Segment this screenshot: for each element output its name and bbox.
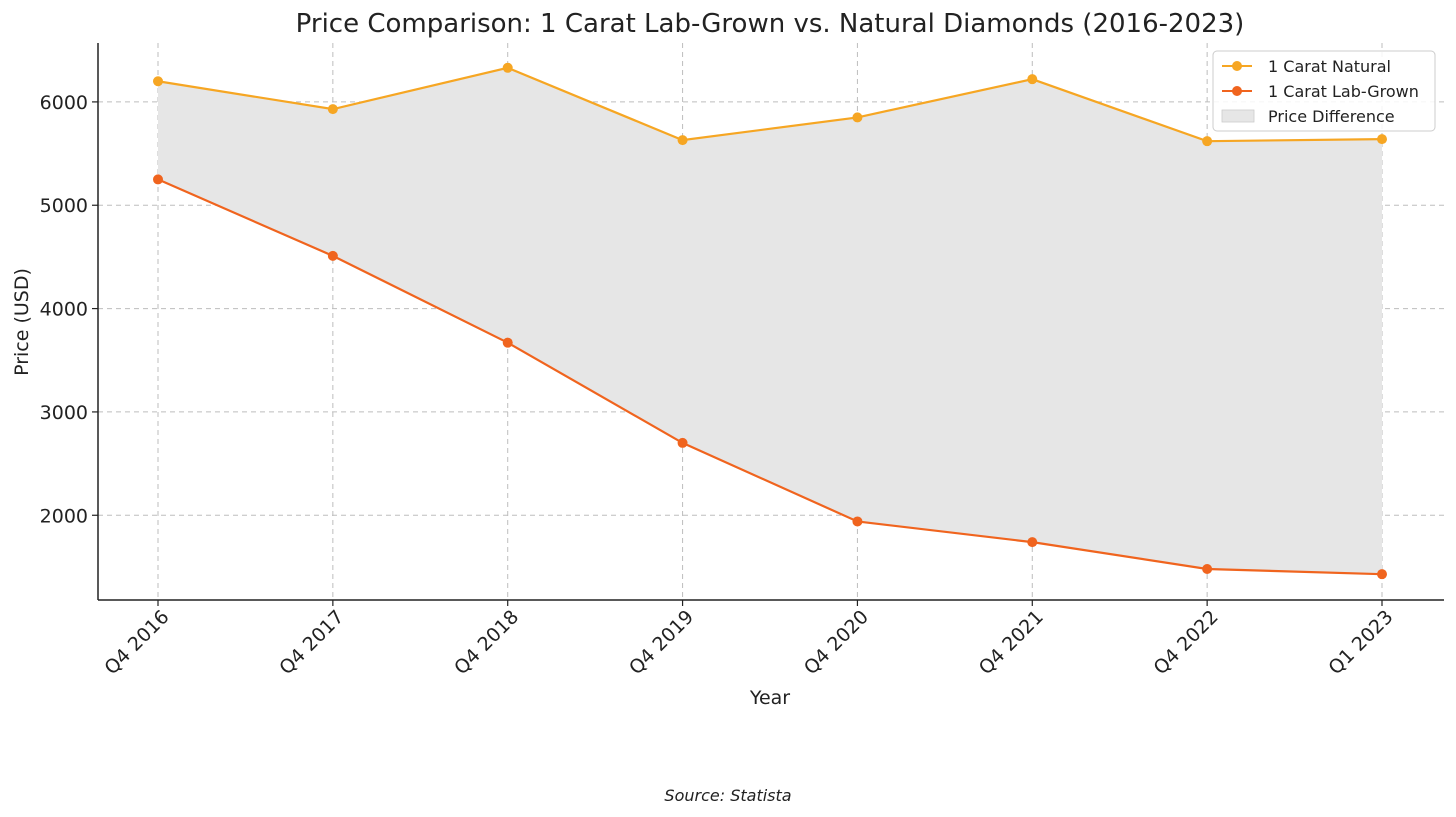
data-point-lab-grown — [852, 516, 863, 527]
y-axis-ticks: 2000 3000 4000 5000 6000 — [40, 92, 98, 527]
data-point-lab-grown — [502, 337, 513, 348]
data-point-lab-grown — [677, 437, 688, 448]
data-point-lab-grown — [1377, 569, 1387, 580]
legend-label-price-difference: Price Difference — [1268, 107, 1395, 126]
legend-frame — [1212, 50, 1436, 132]
data-point-natural — [677, 135, 688, 146]
data-point-lab-grown — [327, 250, 338, 261]
y-tick-label: 6000 — [40, 92, 88, 114]
legend-marker-natural — [1232, 61, 1242, 71]
x-tick-label: Q4 2017 — [275, 606, 348, 679]
series-layer — [153, 62, 1387, 580]
chart-title: Price Comparison: 1 Carat Lab-Grown vs. … — [296, 9, 1245, 39]
legend: 1 Carat Natural 1 Carat Lab-Grown Price … — [1212, 50, 1436, 132]
data-point-natural — [1027, 74, 1038, 85]
price-difference-fill — [158, 67, 1382, 575]
x-tick-label: Q4 2019 — [625, 606, 698, 679]
legend-label-lab-grown: 1 Carat Lab-Grown — [1268, 82, 1419, 101]
x-tick-label: Q4 2021 — [975, 606, 1048, 679]
axes — [97, 43, 1444, 601]
x-tick-label: Q1 2023 — [1324, 606, 1397, 679]
y-tick-label: 4000 — [40, 299, 88, 321]
y-axis-label: Price (USD) — [11, 268, 33, 376]
y-tick-label: 2000 — [40, 505, 88, 527]
source-note: Source: Statista — [664, 786, 791, 805]
price-difference-area — [158, 67, 1382, 575]
y-tick-label: 5000 — [40, 195, 88, 217]
data-point-lab-grown — [1202, 563, 1213, 574]
x-tick-label: Q4 2020 — [800, 606, 873, 679]
data-point-natural — [1377, 134, 1387, 145]
data-point-lab-grown — [1027, 537, 1038, 548]
data-point-natural — [1202, 136, 1213, 147]
series-line-natural — [157, 66, 1383, 143]
data-point-natural — [153, 76, 163, 87]
legend-label-natural: 1 Carat Natural — [1268, 57, 1391, 76]
x-axis-label: Year — [749, 687, 790, 709]
data-point-natural — [852, 112, 863, 123]
y-tick-label: 3000 — [40, 402, 88, 424]
legend-swatch-price-difference — [1221, 109, 1255, 123]
data-point-natural — [327, 104, 338, 115]
x-axis-ticks: Q4 2016 Q4 2017 Q4 2018 Q4 2019 Q4 2020 Q4 20… — [100, 600, 1398, 679]
data-point-lab-grown — [153, 174, 163, 185]
legend-marker-lab-grown — [1232, 86, 1242, 96]
data-point-natural — [502, 62, 513, 73]
x-tick-label: Q4 2022 — [1150, 606, 1223, 679]
series-line-lab-grown — [157, 178, 1383, 576]
x-tick-label: Q4 2018 — [450, 606, 523, 679]
x-tick-label: Q4 2016 — [100, 606, 173, 679]
